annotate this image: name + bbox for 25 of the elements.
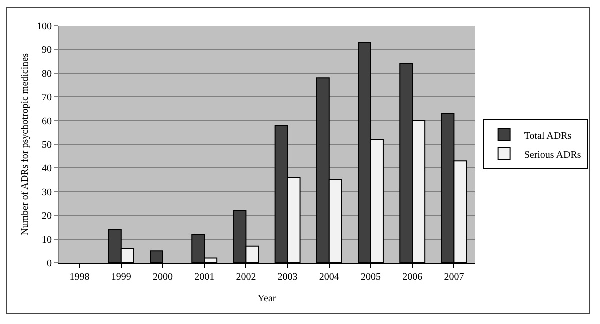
x-tick-label: 2002 — [236, 272, 256, 283]
x-tick-label: 1999 — [111, 272, 132, 283]
y-tick-label: 70 — [42, 92, 52, 104]
x-tick-label: 2004 — [319, 272, 340, 283]
legend-label: Total ADRs — [524, 130, 572, 142]
x-tick-label: 2007 — [444, 272, 464, 283]
y-axis-title: Number of ADRs for psychotropic medicines — [20, 53, 31, 236]
y-tick-label: 100 — [37, 22, 52, 32]
y-tick-label: 60 — [42, 116, 52, 128]
x-tick-label: 2005 — [361, 272, 381, 283]
x-tick-label: 2001 — [194, 272, 215, 283]
x-tick-label: 2003 — [278, 272, 298, 283]
x-tick-label: 2000 — [153, 272, 173, 283]
legend-label: Serious ADRs — [524, 150, 582, 161]
y-tick-label: 0 — [47, 258, 52, 270]
y-tick-label: 80 — [42, 68, 52, 80]
y-tick-label: 90 — [42, 45, 52, 56]
y-tick-label: 40 — [42, 164, 52, 175]
y-tick-label: 20 — [42, 211, 52, 222]
y-tick-label: 50 — [42, 140, 52, 151]
y-tick-label: 30 — [42, 187, 52, 198]
x-axis-title: Year — [258, 294, 277, 304]
y-tick-label: 10 — [42, 234, 52, 246]
x-tick-label: 2006 — [402, 272, 423, 283]
x-tick-label: 1998 — [70, 272, 90, 283]
